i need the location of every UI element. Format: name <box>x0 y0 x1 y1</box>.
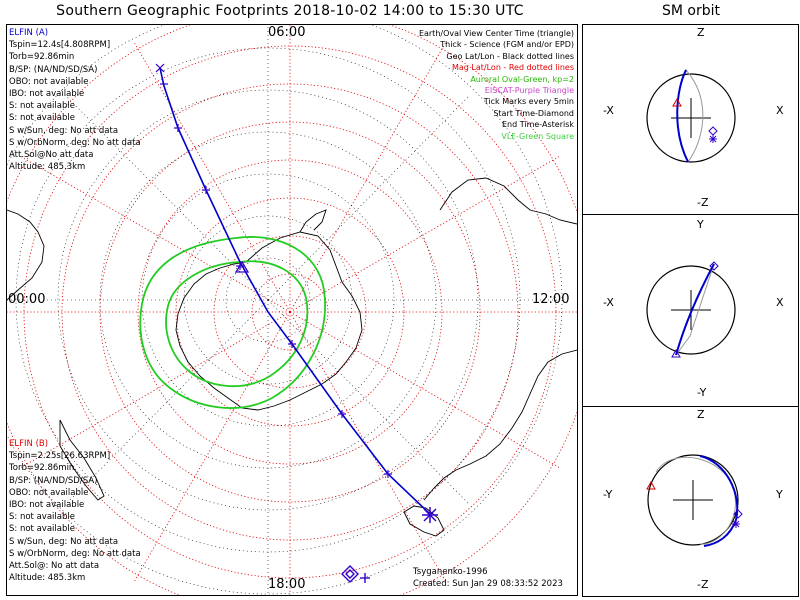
elfin-a-line: OBO: not available <box>9 76 89 87</box>
polar-map-panel <box>6 24 578 596</box>
elfin-b-line: S: not available <box>9 524 75 535</box>
elfin-a-line: S w/Sun, deg: No att data <box>9 125 119 136</box>
elfin-a-line: Torb=92.86min <box>9 52 75 63</box>
sm-panel-borders <box>582 24 799 597</box>
elfin-b-line: Att.Sol@: No att data <box>9 561 100 572</box>
sm1-label-left: -X <box>603 104 614 117</box>
elfin-b-line: B/SP: (NA/ND/SD/SA) <box>9 475 98 486</box>
antarctic-peninsula <box>299 209 327 233</box>
elfin-b-header: ELFIN (B) <box>9 439 49 449</box>
south-america-coast <box>423 349 577 501</box>
sm3-label-bottom: -Z <box>697 578 709 591</box>
sm2-label-left: -X <box>603 296 614 309</box>
sm1-label-bottom: -Z <box>697 196 709 209</box>
page-title: Southern Geographic Footprints 2018-10-0… <box>56 3 524 19</box>
elfin-b-line: Altitude: 485.3km <box>9 573 86 584</box>
legend-entry: End Time-Asterisk <box>501 120 574 130</box>
legend-entry: Earth/Oval View Center Time (triangle) <box>418 29 574 38</box>
legend-entry: Mag Lat/Lon - Red dotted lines <box>451 63 574 73</box>
elfin-a-line: S w/OrbNorm, deg: No att data <box>9 137 141 148</box>
elfin-a-line: Altitude: 485.3km <box>9 162 86 173</box>
geo-grid <box>7 25 563 595</box>
end-time-asterisk <box>422 507 438 523</box>
elfin-b-line: Torb=92.86min <box>9 463 75 474</box>
elfin-a-line: Att.Sol@No att data <box>9 150 94 161</box>
elfin-a-line: S: not available <box>9 113 75 124</box>
start-time-diamond <box>341 565 370 583</box>
elfin-a-line: S: not available <box>9 101 75 112</box>
clock-label-left: 00:00 <box>8 292 46 307</box>
elfin-b-line: Tspin=2.25s[26.63RPM] <box>9 451 111 462</box>
sm-panel-xy <box>646 261 736 358</box>
legend-entry: Start Time-Diamond <box>493 108 574 118</box>
clock-label-right: 12:00 <box>532 292 570 307</box>
sm-panel-xz <box>646 69 736 163</box>
sm3-label-left: -Y <box>603 488 613 501</box>
elfin-a-header: ELFIN (A) <box>9 28 49 38</box>
elfin-b-info: ELFIN (B) Tspin=2.25s[26.63RPM] Torb=92.… <box>9 438 141 584</box>
map-legend: Earth/Oval View Center Time (triangle) T… <box>419 28 574 142</box>
legend-entry: Tick Marks every 5min <box>483 97 574 107</box>
auroral-oval-outer <box>139 236 326 409</box>
model-label: Tsyganenko-1996 <box>413 567 488 577</box>
clock-label-top: 06:00 <box>268 25 306 40</box>
africa-coast <box>439 177 577 225</box>
elfin-b-line: S w/Sun, deg: No att data <box>9 536 119 547</box>
sm1-label-top: Z <box>697 26 705 39</box>
legend-entry: EISCAT-Purple Triangle <box>484 86 574 96</box>
elfin-a-line: B/SP: (NA/ND/SD/SA) <box>9 64 98 75</box>
elfin-a-line: Tspin=12.4s[4.808RPM] <box>9 40 111 51</box>
legend-entry: VLF-Green Square <box>501 131 574 141</box>
sm1-label-right: X <box>776 104 784 117</box>
legend-entry: Thick - Science (FGM and/or EPD) <box>440 40 574 50</box>
elfin-a-info: ELFIN (A) Tspin=12.4s[4.808RPM] Torb=92.… <box>9 27 141 173</box>
elfin-b-line: S: not available <box>9 512 75 523</box>
elfin-b-line: OBO: not available <box>9 487 89 498</box>
elfin-b-line: IBO: not available <box>9 500 85 511</box>
auroral-oval-inner <box>165 260 309 388</box>
sm2-label-right: X <box>776 296 784 309</box>
sm3-label-top: Z <box>697 408 705 421</box>
sm-orbit-title: SM orbit <box>661 3 720 19</box>
sm3-label-right: Y <box>776 488 783 501</box>
created-timestamp: Created: Sun Jan 29 08:33:52 2023 <box>413 579 563 589</box>
view-center-triangle <box>234 260 250 273</box>
elfin-b-line: S w/OrbNorm, deg: No att data <box>9 548 141 559</box>
sm2-label-bottom: -Y <box>697 386 707 399</box>
clock-label-bottom: 18:00 <box>268 577 306 592</box>
legend-entry: Auroral Oval-Green, kp=2 <box>470 74 574 84</box>
legend-entry: Geo Lat/Lon - Black dotted lines <box>446 51 574 61</box>
new-zealand-coast <box>59 419 105 501</box>
antarctica-coastline <box>175 231 363 411</box>
sm-panel-yz <box>646 454 743 547</box>
sm2-label-top: Y <box>697 218 704 231</box>
satellite-track <box>159 67 431 515</box>
track-tick-marks <box>155 63 392 478</box>
australia-coast <box>7 209 45 301</box>
tierra-del-fuego <box>403 505 445 537</box>
elfin-a-line: IBO: not available <box>9 89 85 100</box>
